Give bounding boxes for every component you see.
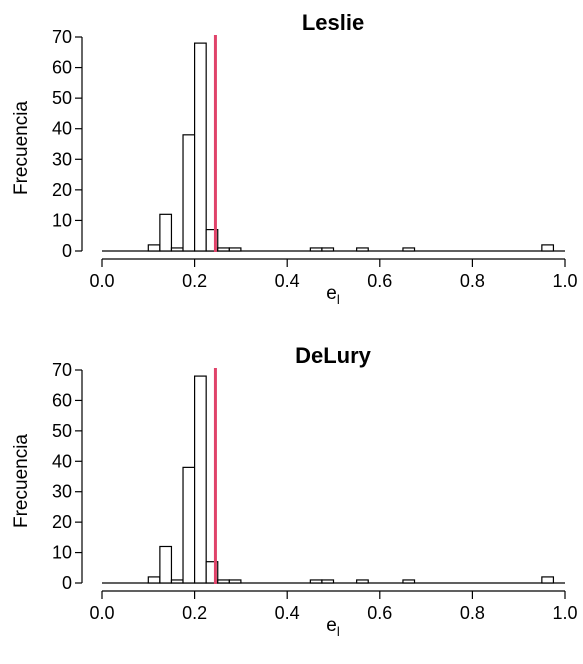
- x-axis-label-subscript: l: [337, 292, 340, 307]
- histogram-bar: [170, 579, 184, 584]
- y-tick-label: 20: [52, 180, 72, 200]
- y-tick-label: 70: [52, 27, 72, 47]
- histogram-bar: [356, 247, 369, 252]
- histogram-bar: [182, 134, 196, 252]
- y-tick-label: 50: [52, 88, 72, 108]
- histogram-bar: [541, 244, 555, 252]
- y-axis-label: Frecuencia: [11, 101, 32, 195]
- histogram-bar: [541, 576, 555, 584]
- x-axis-label-main: e: [326, 283, 337, 304]
- histogram-bar: [147, 576, 161, 584]
- histogram-bar: [402, 579, 416, 584]
- y-tick-label: 60: [52, 58, 72, 78]
- histogram-bar: [194, 375, 207, 584]
- x-tick-label: 0.6: [367, 603, 392, 623]
- histogram-bar: [147, 244, 161, 252]
- histogram-bar: [228, 579, 242, 584]
- histogram-bar: [217, 247, 230, 252]
- histogram-bar: [309, 247, 323, 252]
- y-tick-label: 20: [52, 512, 72, 532]
- x-axis-label: el: [326, 283, 340, 307]
- histogram-bar: [402, 247, 416, 252]
- x-tick-label: 0.0: [89, 271, 114, 291]
- histogram-bar: [217, 579, 230, 584]
- x-tick-label: 0.4: [275, 271, 300, 291]
- histogram-bar: [205, 561, 219, 584]
- x-tick-label: 0.2: [182, 603, 207, 623]
- chart-title: DeLury: [295, 343, 372, 368]
- histogram-bar: [356, 579, 369, 584]
- x-tick-label: 0.8: [460, 603, 485, 623]
- y-tick-label: 30: [52, 149, 72, 169]
- histogram-bar: [182, 466, 196, 584]
- y-axis-label: Frecuencia: [11, 434, 32, 528]
- y-tick-label: 10: [52, 210, 72, 230]
- histogram-bar: [194, 42, 207, 252]
- y-tick-label: 40: [52, 119, 72, 139]
- x-axis-label-main: e: [326, 615, 337, 636]
- x-tick-label: 1.0: [552, 603, 577, 623]
- plot-area: 0 10 20 30 40 50 60 70 0.0 0.2 0.4 0.6 0.8 1.0: [52, 360, 578, 623]
- histogram-bar: [159, 213, 173, 252]
- x-axis-label-subscript: l: [337, 624, 340, 639]
- histogram-bar: [228, 247, 242, 252]
- histogram-bar: [159, 545, 173, 584]
- x-tick-label: 0.0: [89, 603, 114, 623]
- y-tick-label: 10: [52, 543, 72, 563]
- y-tick-label: 40: [52, 451, 72, 471]
- x-tick-label: 1.0: [552, 271, 577, 291]
- x-tick-label: 0.4: [275, 603, 300, 623]
- histogram-bar: [170, 247, 184, 252]
- histogram-bar: [309, 579, 323, 584]
- y-tick-label: 30: [52, 482, 72, 502]
- x-tick-label: 0.6: [367, 271, 392, 291]
- y-tick-label: 70: [52, 360, 72, 380]
- y-tick-label: 50: [52, 421, 72, 441]
- histogram-bar: [205, 229, 219, 252]
- x-axis-label: el: [326, 615, 340, 639]
- y-tick-label: 0: [62, 573, 72, 593]
- y-tick-label: 0: [62, 241, 72, 261]
- chart-title: Leslie: [302, 10, 364, 35]
- x-tick-label: 0.8: [460, 271, 485, 291]
- y-tick-label: 60: [52, 390, 72, 410]
- histogram-bar: [321, 247, 335, 252]
- plot-area: 0 10 20 30 40 50 60 70 0.0 0.2 0.4 0.6 0.8 1.0: [52, 27, 578, 291]
- histogram-bar: [321, 579, 335, 584]
- x-tick-label: 0.2: [182, 271, 207, 291]
